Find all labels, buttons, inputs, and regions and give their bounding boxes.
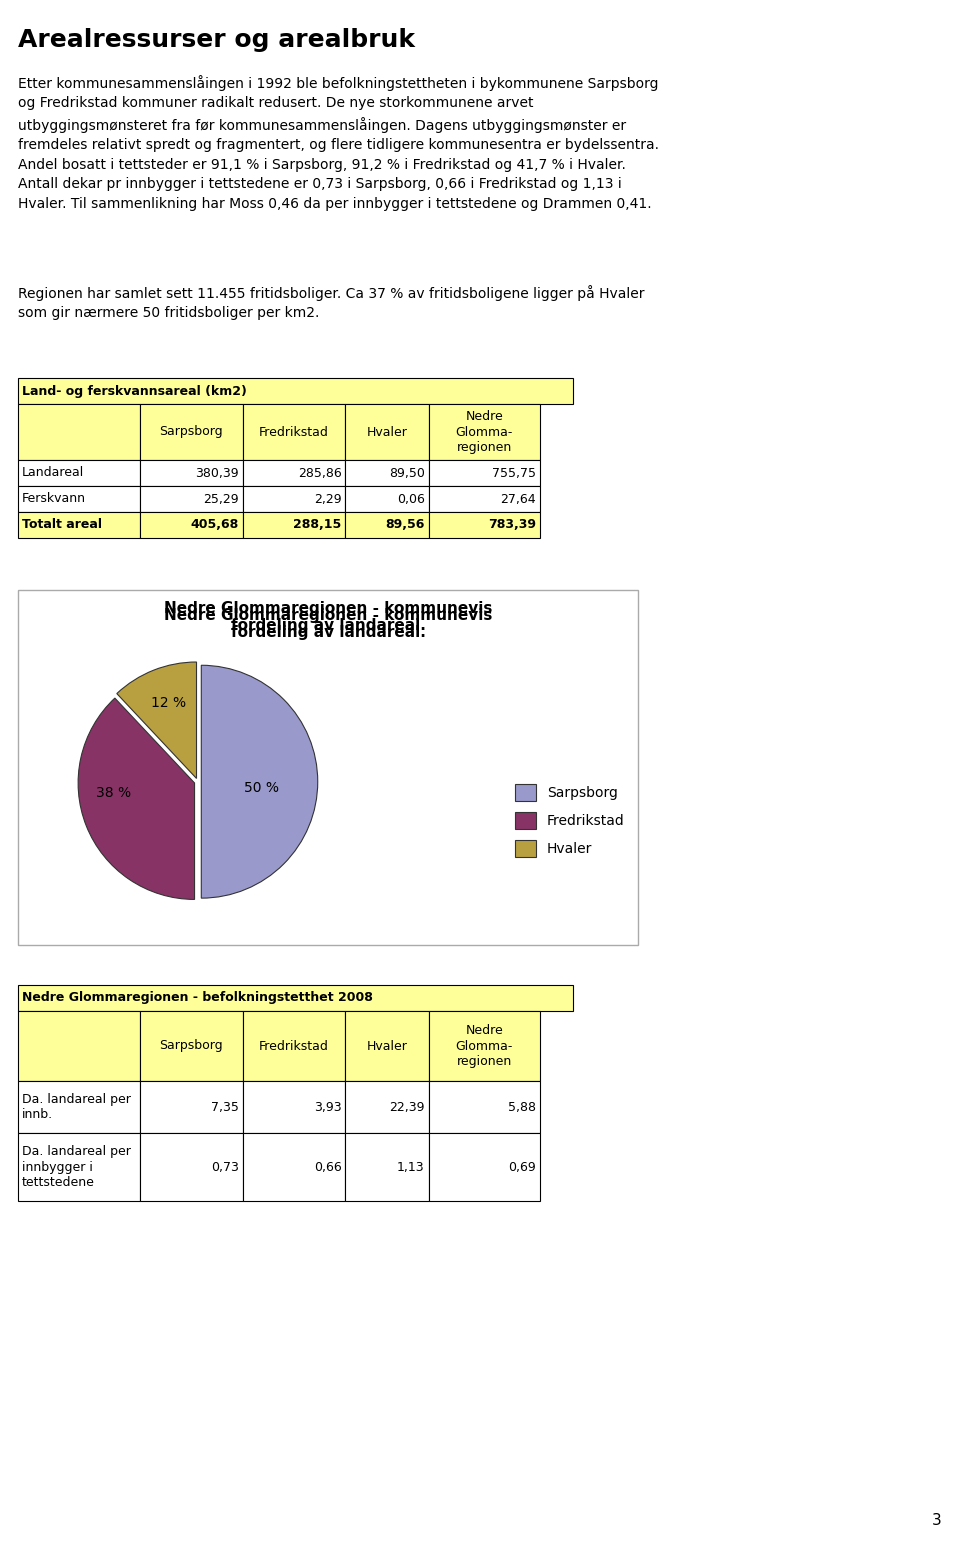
Bar	[140, 1081, 243, 1133]
Bar	[18, 1081, 140, 1133]
Text: 0,06: 0,06	[396, 492, 424, 506]
Bar	[346, 1012, 429, 1081]
Bar	[346, 486, 429, 512]
Text: 285,86: 285,86	[298, 467, 342, 480]
Text: 380,39: 380,39	[195, 467, 239, 480]
Bar	[18, 378, 573, 404]
Text: 22,39: 22,39	[389, 1101, 424, 1113]
Bar	[346, 460, 429, 486]
Text: 25,29: 25,29	[204, 492, 239, 506]
Text: 288,15: 288,15	[293, 518, 342, 532]
Bar	[140, 1012, 243, 1081]
Text: 5,88: 5,88	[508, 1101, 536, 1113]
Text: 3: 3	[932, 1513, 942, 1528]
Text: Nedre
Glomma-
regionen: Nedre Glomma- regionen	[455, 410, 513, 453]
Text: 7,35: 7,35	[211, 1101, 239, 1113]
Bar	[243, 1012, 346, 1081]
Legend: Sarpsborg, Fredrikstad, Hvaler: Sarpsborg, Fredrikstad, Hvaler	[516, 785, 625, 857]
Bar	[18, 404, 140, 460]
Text: 3,93: 3,93	[314, 1101, 342, 1113]
Text: Sarpsborg: Sarpsborg	[159, 1039, 224, 1053]
Text: 0,69: 0,69	[508, 1161, 536, 1173]
Text: Fredrikstad: Fredrikstad	[259, 426, 329, 438]
Bar	[140, 512, 243, 538]
Bar	[140, 486, 243, 512]
Bar	[346, 404, 429, 460]
Text: 1,13: 1,13	[397, 1161, 424, 1173]
Text: Fredrikstad: Fredrikstad	[259, 1039, 329, 1053]
Bar	[429, 512, 540, 538]
Bar	[18, 460, 140, 486]
Text: Nedre
Glomma-
regionen: Nedre Glomma- regionen	[455, 1024, 513, 1067]
Text: Landareal: Landareal	[22, 467, 84, 480]
Bar	[346, 512, 429, 538]
Bar	[429, 460, 540, 486]
Bar	[18, 486, 140, 512]
Text: 0,73: 0,73	[211, 1161, 239, 1173]
Bar	[243, 512, 346, 538]
Bar	[18, 591, 638, 945]
Text: 755,75: 755,75	[492, 467, 536, 480]
Text: Sarpsborg: Sarpsborg	[159, 426, 224, 438]
Bar	[429, 404, 540, 460]
Bar	[429, 486, 540, 512]
Text: Arealressurser og arealbruk: Arealressurser og arealbruk	[18, 28, 415, 52]
Text: Hvaler: Hvaler	[367, 1039, 407, 1053]
Bar	[140, 1133, 243, 1201]
Bar	[18, 1012, 140, 1081]
Text: 783,39: 783,39	[488, 518, 536, 532]
Text: Regionen har samlet sett 11.455 fritidsboliger. Ca 37 % av fritidsboligene ligge: Regionen har samlet sett 11.455 fritidsb…	[18, 285, 644, 321]
Bar	[429, 1133, 540, 1201]
Text: 2,29: 2,29	[314, 492, 342, 506]
Bar	[346, 1081, 429, 1133]
Bar	[243, 404, 346, 460]
Text: Totalt areal: Totalt areal	[22, 518, 102, 532]
Bar	[18, 512, 140, 538]
Text: Etter kommunesammenslåingen i 1992 ble befolkningstettheten i bykommunene Sarpsb: Etter kommunesammenslåingen i 1992 ble b…	[18, 76, 659, 211]
Text: 89,56: 89,56	[385, 518, 424, 532]
Text: Nedre Glommaregionen - befolkningstetthet 2008: Nedre Glommaregionen - befolkningstetthe…	[22, 992, 372, 1004]
Text: Hvaler: Hvaler	[367, 426, 407, 438]
Bar	[140, 460, 243, 486]
Text: 89,50: 89,50	[389, 467, 424, 480]
Bar	[243, 1081, 346, 1133]
Text: Nedre Glommaregionen - kommunevis
fordeling av landareal.: Nedre Glommaregionen - kommunevis fordel…	[164, 601, 492, 634]
Bar	[243, 1133, 346, 1201]
Bar	[18, 1133, 140, 1201]
Bar	[346, 1133, 429, 1201]
Bar	[140, 404, 243, 460]
Text: 405,68: 405,68	[190, 518, 239, 532]
Text: Land- og ferskvannsareal (km2): Land- og ferskvannsareal (km2)	[22, 384, 247, 398]
Bar	[243, 486, 346, 512]
Text: Da. landareal per
innb.: Da. landareal per innb.	[22, 1093, 131, 1121]
Bar	[429, 1012, 540, 1081]
Text: 27,64: 27,64	[500, 492, 536, 506]
Text: Da. landareal per
innbygger i
tettstedene: Da. landareal per innbygger i tettsteden…	[22, 1146, 131, 1189]
Bar	[429, 1081, 540, 1133]
Bar	[243, 460, 346, 486]
Text: Ferskvann: Ferskvann	[22, 492, 86, 506]
Text: Nedre Glommaregionen - kommunevis
fordeling av landareal.: Nedre Glommaregionen - kommunevis fordel…	[164, 608, 492, 640]
Bar	[18, 985, 573, 1012]
Text: 0,66: 0,66	[314, 1161, 342, 1173]
